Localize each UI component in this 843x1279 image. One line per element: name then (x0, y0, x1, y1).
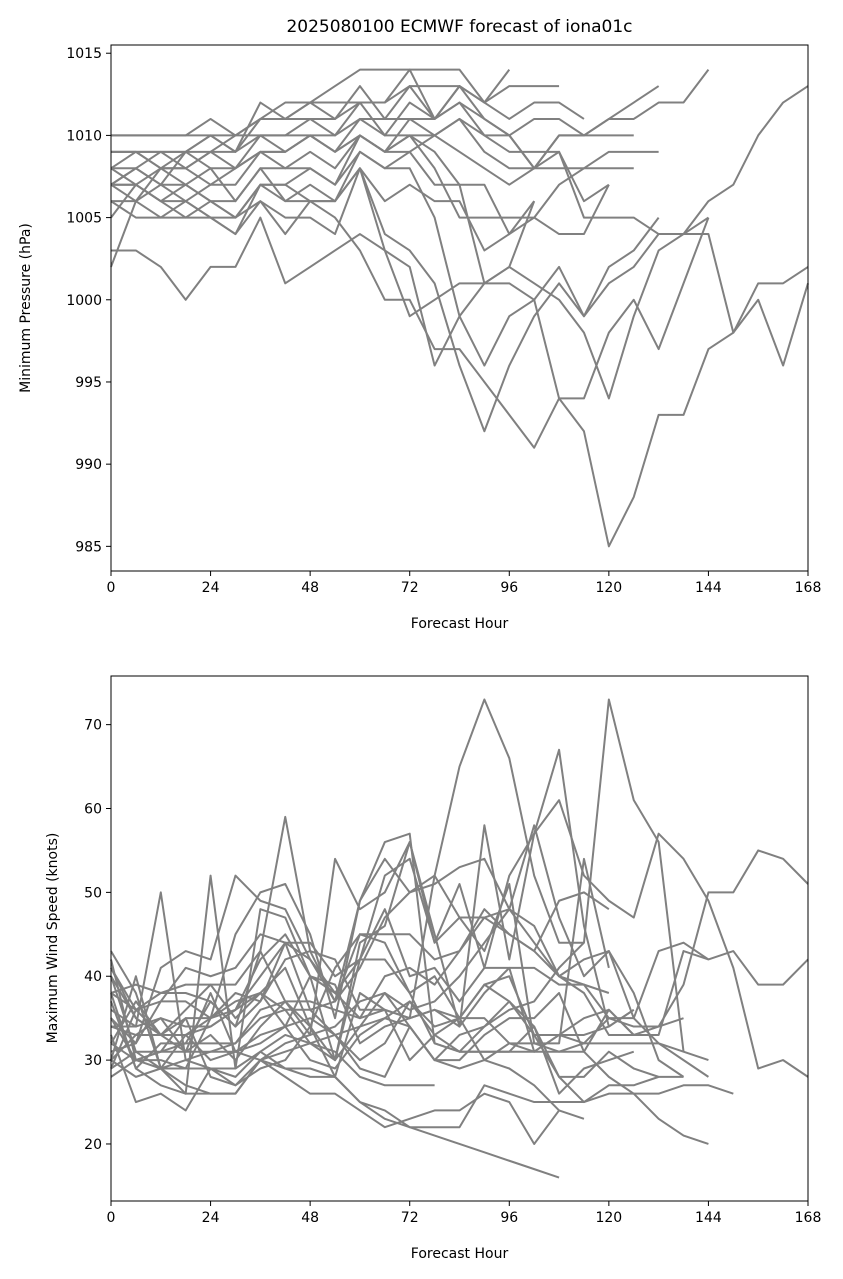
pressure-y-tick-label: 1015 (66, 46, 102, 62)
pressure-member-line-16 (110, 85, 585, 203)
pressure-axes-frame (110, 44, 809, 572)
wind-y-ticks: 20 30 40 50 60 70 (84, 718, 111, 1153)
pressure-x-tick-label: 96 (500, 580, 518, 596)
wind-x-tick-label: 120 (595, 1210, 622, 1226)
wind-x-tick-label: 48 (301, 1210, 319, 1226)
wind-member-line-25 (110, 941, 585, 1070)
wind-member-line-2 (110, 992, 585, 1145)
wind-x-axis-label: Forecast Hour (411, 1246, 509, 1262)
pressure-panel: 0 24 48 72 96 120 144 168 985 990 995 1000 1005 1010… (18, 44, 822, 632)
pressure-y-tick-label: 985 (75, 539, 102, 555)
wind-x-ticks: 0 24 48 72 96 120 144 168 (107, 1201, 822, 1226)
pressure-y-tick-label: 1000 (66, 293, 102, 309)
pressure-x-tick-label: 48 (301, 580, 319, 596)
wind-panel: 0 24 48 72 96 120 144 168 20 30 40 50 60 70 Forecast… (45, 675, 822, 1262)
pressure-y-axis-label: Minimum Pressure (hPa) (18, 223, 34, 393)
wind-x-tick-label: 24 (202, 1210, 220, 1226)
wind-x-tick-label: 0 (107, 1210, 116, 1226)
wind-member-line-14 (110, 698, 685, 1052)
wind-y-tick-label: 60 (84, 802, 102, 818)
pressure-y-tick-label: 990 (75, 457, 102, 473)
wind-x-tick-label: 72 (401, 1210, 419, 1226)
wind-y-tick-label: 50 (84, 885, 102, 901)
wind-member-line-3 (110, 1017, 734, 1129)
pressure-member-line-1 (110, 167, 809, 548)
wind-x-tick-label: 144 (695, 1210, 722, 1226)
wind-y-tick-label: 30 (84, 1053, 102, 1069)
wind-series-layer (110, 698, 809, 1179)
pressure-y-tick-label: 995 (75, 375, 102, 391)
pressure-member-line-18 (111, 85, 660, 219)
wind-member-line-19 (110, 857, 684, 1045)
wind-y-tick-label: 40 (84, 969, 102, 985)
wind-y-tick-label: 70 (84, 718, 102, 734)
pressure-x-tick-label: 144 (695, 580, 722, 596)
pressure-x-tick-label: 168 (795, 580, 822, 596)
wind-x-tick-label: 96 (500, 1210, 518, 1226)
pressure-series-layer (110, 68, 809, 548)
pressure-member-line-14 (110, 85, 610, 203)
pressure-y-tick-label: 1010 (66, 128, 102, 144)
pressure-x-tick-label: 24 (202, 580, 220, 596)
pressure-member-line-17 (110, 167, 535, 252)
pressure-y-tick-label: 1005 (66, 211, 102, 227)
chart-title: 2025080100 ECMWF forecast of iona01c (286, 17, 632, 37)
wind-x-tick-label: 168 (795, 1210, 822, 1226)
wind-member-line-4 (110, 1034, 435, 1112)
wind-member-line-24 (110, 933, 684, 1087)
wind-member-line-15 (110, 748, 635, 1036)
wind-member-line-21 (110, 891, 610, 1036)
wind-axes-frame (110, 675, 809, 1202)
pressure-x-tick-label: 120 (595, 580, 622, 596)
wind-member-line-23 (110, 824, 685, 1078)
wind-member-line-17 (111, 857, 610, 1045)
wind-y-tick-label: 20 (84, 1137, 102, 1153)
pressure-y-ticks: 985 990 995 1000 1005 1010 1015 (66, 46, 111, 555)
pressure-x-axis-label: Forecast Hour (411, 616, 509, 632)
pressure-x-tick-label: 72 (401, 580, 419, 596)
pressure-x-tick-label: 0 (107, 580, 116, 596)
pressure-x-ticks: 0 24 48 72 96 120 144 168 (107, 571, 822, 596)
wind-y-axis-label: Maximum Wind Speed (knots) (45, 833, 61, 1044)
